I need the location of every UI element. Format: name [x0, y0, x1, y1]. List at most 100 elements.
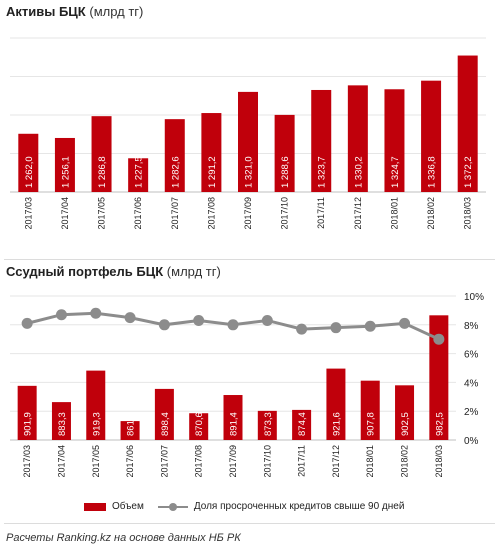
chart2-bar: [51, 402, 71, 440]
chart1-bar: [384, 89, 405, 192]
chart2-bar-value-label: 982,5: [434, 412, 445, 436]
chart2-x-tick-label: 2018/02: [400, 445, 410, 478]
chart2-bar-value-label: 921,6: [331, 412, 342, 436]
chart1-x-tick-label: 2018/02: [426, 197, 436, 230]
chart2-bar: [189, 413, 209, 440]
chart1-title-text: Активы БЦК: [6, 4, 86, 19]
chart2-overdue-point: [55, 309, 67, 321]
chart2-x-tick-label: 2018/03: [434, 445, 444, 478]
chart1-x-tick-label: 2017/06: [133, 197, 143, 230]
chart2-bar-value-label: 898,4: [160, 412, 171, 436]
chart1-bar: [274, 114, 295, 192]
chart2-y2-tick-label: 0%: [464, 436, 479, 447]
chart2-bar-value-label: 870,6: [194, 412, 205, 436]
chart1-x-tick-label: 2017/05: [97, 197, 107, 230]
chart2-overdue-point: [433, 333, 445, 345]
chart1-bar-value-label: 1 330,2: [353, 156, 364, 188]
chart2-x-tick-label: 2017/07: [159, 445, 169, 478]
chart1-bar-value-label: 1 336,8: [427, 156, 438, 188]
chart1-title: Активы БЦК (млрд тг): [6, 4, 143, 19]
chart1-x-tick-label: 2017/08: [206, 197, 216, 230]
chart2-legend: Объем Доля просроченных кредитов свыше 9…: [84, 501, 404, 512]
chart1-x-tick-label: 2017/03: [23, 197, 33, 230]
chart2-bar-value-label: 919,3: [91, 412, 102, 436]
chart1-bar: [128, 158, 149, 192]
chart1-bar: [457, 55, 478, 193]
chart1-x-tick-label: 2017/09: [243, 197, 253, 230]
chart2-overdue-point: [296, 323, 308, 335]
chart2-x-tick-label: 2017/12: [331, 445, 341, 478]
chart2-bar-value-label: 907,8: [366, 412, 377, 436]
chart1-bar-value-label: 1 262,0: [24, 156, 35, 188]
chart1-bar-value-label: 1 256,1: [60, 156, 71, 188]
chart1-x-tick-label: 2017/12: [353, 197, 363, 230]
chart2-bar: [17, 385, 37, 440]
chart2-bar: [257, 410, 277, 440]
legend-line-label: Доля просроченных кредитов свыше 90 дней: [193, 501, 405, 512]
chart2-bar-value-label: 901,9: [23, 412, 34, 436]
chart2-overdue-point: [261, 314, 273, 326]
legend-line-swatch: [157, 502, 188, 512]
chart1-bar-value-label: 1 291,2: [207, 156, 218, 188]
chart1-bar: [18, 133, 39, 192]
chart2-bar: [395, 385, 415, 440]
chart2-x-tick-label: 2017/03: [22, 445, 32, 478]
chart2-x-tick-label: 2017/04: [56, 445, 66, 478]
chart2-bar: [360, 380, 380, 440]
chart2-x-tick-label: 2017/06: [125, 445, 135, 478]
chart2-x-tick-label: 2017/09: [228, 445, 238, 478]
chart1-bar: [91, 116, 112, 192]
chart2-overdue-point: [158, 319, 170, 331]
chart1-bar-value-label: 1 227,5: [134, 156, 145, 188]
chart2-overdue-point: [399, 317, 411, 329]
chart2-x-tick-label: 2017/05: [91, 445, 101, 478]
chart2-bar-value-label: 874,4: [297, 412, 308, 436]
chart1-bar-value-label: 1 324,7: [390, 156, 401, 188]
chart1-bar-value-label: 1 323,7: [317, 156, 328, 188]
chart2-x-tick-label: 2018/01: [365, 445, 375, 478]
legend-bar-label: Объем: [112, 501, 144, 512]
chart2-bar-value-label: 873,3: [263, 412, 274, 436]
chart2-bar: [223, 395, 243, 440]
chart2-y2-tick-label: 8%: [464, 321, 479, 332]
chart2-overdue-point: [330, 322, 342, 334]
chart2-overdue-point: [193, 314, 205, 326]
chart2-overdue-point: [21, 317, 33, 329]
chart2-title-text: Ссудный портфель БЦК: [6, 264, 164, 279]
chart2-x-tick-label: 2017/10: [262, 445, 272, 478]
chart2-bar: [120, 421, 140, 440]
chart2-overdue-point: [90, 307, 102, 319]
chart2-overdue-point: [227, 319, 239, 331]
chart2-title-unit: (млрд тг): [166, 264, 221, 279]
chart1-bar: [54, 137, 75, 192]
chart2-x-tick-label: 2017/11: [297, 445, 307, 477]
chart1-bar: [238, 91, 258, 192]
chart1-bar: [347, 85, 368, 192]
chart2-bar-value-label: 891,4: [229, 412, 240, 436]
chart1-bar-value-label: 1 372,2: [463, 156, 474, 188]
chart2-bar-value-label: 902,5: [400, 412, 411, 436]
chart2-overdue-point: [364, 320, 376, 332]
chart1-bar: [421, 80, 442, 192]
chart2-bar-value-label: 861,6: [126, 412, 137, 436]
chart1-bar-value-label: 1 286,8: [97, 156, 108, 188]
chart2-overdue-point: [124, 312, 136, 324]
chart2-bar: [429, 315, 449, 440]
chart2-bar: [86, 370, 106, 440]
source-note: Расчеты Ranking.kz на основе данных НБ Р…: [6, 532, 241, 544]
divider-top: [4, 259, 495, 260]
chart2-bar: [326, 368, 346, 440]
chart1-bar-value-label: 1 288,6: [280, 156, 291, 188]
chart2-y2-tick-label: 10%: [464, 292, 484, 303]
chart2-y2-tick-label: 4%: [464, 378, 479, 389]
chart1-bar-value-label: 1 282,6: [170, 156, 181, 188]
chart2-bar-value-label: 883,3: [57, 412, 68, 436]
chart1-bar: [164, 119, 185, 192]
chart2-bar: [292, 409, 312, 440]
chart1-x-tick-label: 2018/01: [389, 197, 399, 230]
chart2-x-tick-label: 2017/08: [194, 445, 204, 478]
chart1-x-tick-label: 2017/10: [280, 197, 290, 230]
chart1-x-tick-label: 2018/03: [463, 197, 473, 230]
chart2-y2-tick-label: 2%: [464, 407, 479, 418]
